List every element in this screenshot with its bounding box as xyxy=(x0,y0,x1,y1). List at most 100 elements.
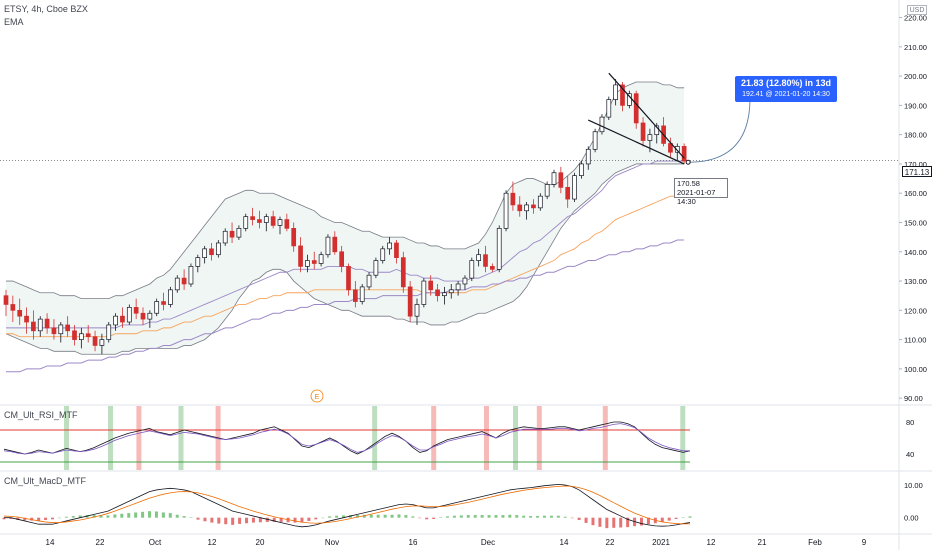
macd-histogram-bar xyxy=(646,517,650,525)
ema-legend[interactable]: EMA xyxy=(4,17,24,27)
currency-badge[interactable]: USD xyxy=(907,5,927,15)
candle-body xyxy=(510,192,516,206)
candle-body xyxy=(113,315,118,326)
symbol-legend[interactable]: ETSY, 4h, Cboe BZX xyxy=(4,4,88,14)
candle-body xyxy=(674,146,680,153)
candle-body xyxy=(133,307,139,314)
candle-body xyxy=(17,309,23,317)
candle-body xyxy=(620,84,625,106)
ema-line-2 xyxy=(6,192,685,338)
candle-body xyxy=(202,248,207,258)
candle-body xyxy=(58,324,64,335)
candle-body xyxy=(305,260,310,267)
candle-body xyxy=(250,216,255,220)
time-axis-label: Feb xyxy=(808,538,822,547)
macd-histogram-bar xyxy=(161,512,165,518)
macd-histogram-bar xyxy=(542,515,546,518)
candle-body xyxy=(92,336,98,346)
macd-histogram-bar xyxy=(78,515,82,518)
macd-histogram-bar xyxy=(639,517,643,526)
macd-histogram-bar xyxy=(390,514,394,518)
candle-body xyxy=(291,227,297,247)
candle-body xyxy=(592,131,598,150)
rsi-oversold-highlight xyxy=(680,406,686,470)
candle-body xyxy=(140,312,146,320)
candle-body xyxy=(168,289,173,305)
bollinger-fill xyxy=(6,81,685,355)
macd-histogram-bar xyxy=(626,517,630,528)
macd-histogram-bar xyxy=(342,515,346,518)
candle-body xyxy=(174,277,180,291)
macd-histogram-bar xyxy=(439,517,443,518)
macd-histogram-bar xyxy=(106,515,110,518)
candle-body xyxy=(524,204,529,212)
price-tick-label: 220.00 xyxy=(904,14,927,23)
macd-histogram-bar xyxy=(335,515,339,518)
candle-body xyxy=(572,175,577,200)
trendline-1 xyxy=(608,72,685,159)
candle-body xyxy=(216,242,221,256)
candle-body xyxy=(558,172,564,188)
macd-histogram-bar xyxy=(44,517,48,520)
projection-start-dot xyxy=(685,159,691,165)
candle-body xyxy=(633,93,639,124)
candle-body xyxy=(257,219,262,223)
candle-body xyxy=(531,204,536,209)
rsi-oversold-highlight xyxy=(178,406,184,470)
candle-body xyxy=(161,301,166,305)
rsi-indicator-label[interactable]: CM_Ult_RSI_MTF xyxy=(4,410,78,420)
macd-histogram-bar xyxy=(536,516,540,518)
candle-body xyxy=(339,251,344,267)
candle-body xyxy=(387,242,392,250)
macd-indicator-label[interactable]: CM_Ult_MacD_MTF xyxy=(4,476,87,486)
candle-body xyxy=(298,245,303,267)
candle-body xyxy=(421,280,427,305)
candle-body xyxy=(455,283,461,291)
rsi-line xyxy=(3,421,691,455)
macd-histogram-bar xyxy=(168,513,172,518)
candle-body xyxy=(394,242,399,258)
macd-histogram-bar xyxy=(217,517,221,524)
candle-body xyxy=(626,93,632,106)
candle-body xyxy=(681,146,687,162)
rsi-overbought-highlight xyxy=(602,406,608,470)
candle-body xyxy=(106,324,112,340)
rsi-oversold-highlight xyxy=(108,406,114,470)
candle-body xyxy=(126,307,132,323)
macd-histogram-bar xyxy=(307,517,311,521)
price-tick-label: 90.00 xyxy=(904,394,923,403)
candle-body xyxy=(380,248,386,261)
candle-body xyxy=(462,277,468,285)
macd-histogram-bar xyxy=(134,512,138,518)
macd-histogram-bar xyxy=(473,515,477,518)
candle-body xyxy=(209,248,214,256)
candle-body xyxy=(78,333,84,340)
ema-line-3 xyxy=(6,239,685,373)
candle-body xyxy=(85,333,91,338)
macd-histogram-bar xyxy=(238,517,242,524)
macd-histogram-bar xyxy=(452,515,456,518)
price-tick-label: 140.00 xyxy=(904,248,927,257)
macd-histogram-bar xyxy=(328,516,332,518)
candle-body xyxy=(442,292,447,297)
candle-body xyxy=(359,286,365,302)
macd-histogram-bar xyxy=(64,516,68,518)
macd-histogram-bar xyxy=(148,511,152,518)
candle-body xyxy=(517,204,523,212)
price-tick-label: 210.00 xyxy=(904,43,927,52)
candle-body xyxy=(325,236,331,256)
candle-body xyxy=(65,324,71,332)
macd-histogram-bar xyxy=(251,517,255,523)
candle-body xyxy=(195,257,201,267)
macd-histogram-bar xyxy=(459,515,463,518)
measure-change: 21.83 (12.80%) in 13d xyxy=(740,78,832,88)
candle-body xyxy=(579,163,584,177)
bollinger-upper-line xyxy=(6,81,685,300)
macd-histogram-bar xyxy=(667,517,671,521)
macd-histogram-bar xyxy=(321,517,325,519)
candle-body xyxy=(99,339,105,346)
macd-histogram-bar xyxy=(487,515,491,518)
rsi-overbought-highlight xyxy=(484,406,489,470)
